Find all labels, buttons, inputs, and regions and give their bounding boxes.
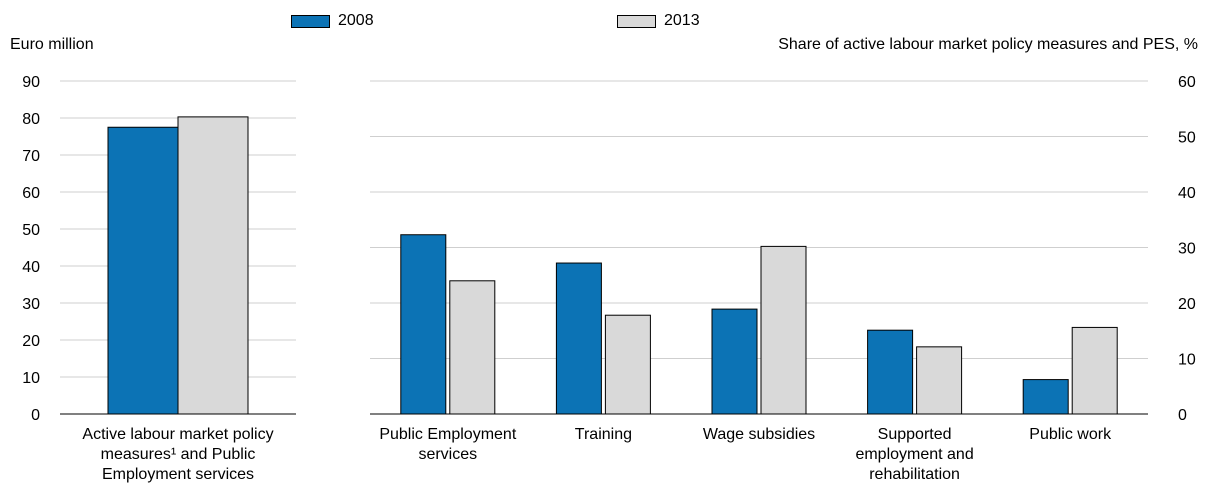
bar-2013 [604,314,651,415]
x-tick-label: Wage subsidies [703,426,815,443]
x-tick-label: rehabilitation [869,466,960,483]
bar-2008 [555,262,602,415]
x-tick-label: Public work [1029,426,1112,443]
y-tick-label: 20 [22,333,40,350]
y-tick-label: 10 [22,370,40,387]
legend-label-2008: 2008 [338,12,374,29]
x-tick-label: employment and [855,446,973,463]
bar-2013 [449,280,496,415]
legend-swatch-2008 [291,14,330,28]
x-tick-label: Supported [878,426,952,443]
y-tick-label: 30 [22,296,40,313]
legend-swatch-2013 [617,14,656,28]
y-tick-label: 60 [1178,74,1196,91]
bar-2008 [711,308,758,415]
y-tick-label: 70 [22,148,40,165]
y-tick-label: 20 [1178,296,1196,313]
y-tick-label: 40 [22,259,40,276]
left-axis-title: Euro million [10,36,94,53]
y-tick-label: 50 [22,222,40,239]
y-tick-label: 30 [1178,241,1196,258]
legend-label-2013: 2013 [664,12,700,29]
x-tick-label: Employment services [102,466,254,483]
bar-2013 [760,245,807,415]
right-axis-title: Share of active labour market policy mea… [778,36,1198,53]
bar-2013 [1071,326,1118,415]
bar-2013 [916,346,963,415]
y-tick-label: 60 [22,185,40,202]
y-tick-label: 50 [1178,130,1196,147]
y-tick-label: 0 [31,407,40,424]
bar-2008 [107,126,179,415]
y-tick-label: 10 [1178,352,1196,369]
x-tick-label: Active labour market policy [82,426,273,443]
bar-2013 [177,116,249,415]
y-tick-label: 0 [1178,407,1187,424]
y-tick-label: 40 [1178,185,1196,202]
legend-item-2013: 2013 [617,11,700,31]
legend-item-2008: 2008 [291,11,374,31]
y-tick-label: 90 [22,74,40,91]
bar-2008 [867,329,914,415]
x-tick-label: Public Employment [379,426,517,443]
y-tick-label: 80 [22,111,40,128]
x-tick-label: services [418,446,477,463]
x-tick-label: measures¹ and Public [101,446,256,463]
bar-2008 [400,234,447,415]
bar-2008 [1022,379,1069,415]
x-tick-label: Training [575,426,632,443]
